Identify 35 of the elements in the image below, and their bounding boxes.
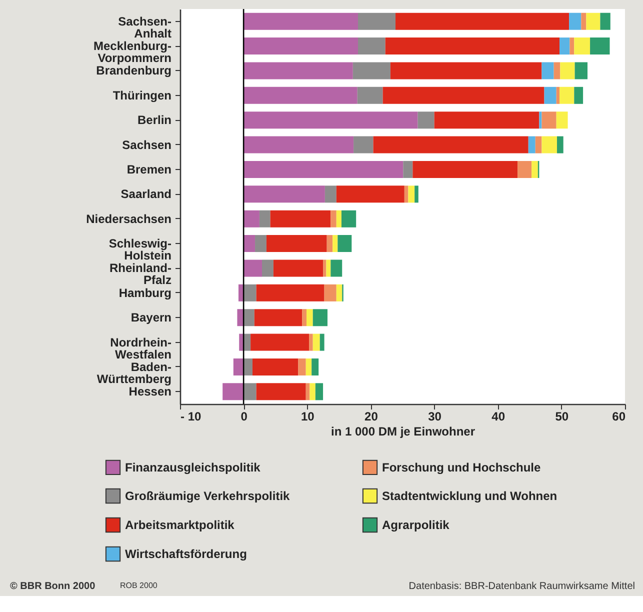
- y-tick-label: Mecklenburg-Vorpommern: [93, 39, 172, 66]
- y-tick-label: Sachsen: [122, 138, 172, 152]
- x-tick-label: 40: [492, 410, 506, 424]
- legend-label: Forschung und Hochschule: [382, 460, 541, 474]
- x-tick-label: 0: [240, 410, 248, 424]
- x-tick-label: 60: [612, 410, 626, 424]
- x-axis-title: in 1 000 DM je Einwohner: [330, 424, 476, 438]
- legend-label: Wirtschaftsförderung: [125, 547, 247, 561]
- x-tick-label: 10: [300, 410, 315, 424]
- x-tick-label: 30: [428, 410, 442, 424]
- y-tick-label: Schleswig-Holstein: [108, 236, 172, 263]
- y-tick-label: Sachsen-Anhalt: [118, 14, 172, 40]
- text: Datenbasis: BBR-Datenbank Raumwirksame Mittel: [408, 581, 635, 592]
- y-tick-label: Saarland: [120, 187, 172, 202]
- y-tick-label: Brandenburg: [96, 64, 172, 78]
- legend-label: Großräumige Verkehrspolitik: [125, 489, 290, 503]
- x-tick-label: 50: [555, 410, 569, 424]
- y-tick-label: Rheinland-Pfalz: [110, 261, 172, 288]
- legend-label: Stadtentwicklung und Wohnen: [382, 489, 558, 503]
- y-tick-label: Berlin: [137, 113, 172, 128]
- x-tick-label: 20: [364, 410, 378, 424]
- y-tick-label: Baden-Württemberg: [96, 360, 172, 386]
- y-tick-label: Hessen: [128, 384, 172, 399]
- text: ROB 2000: [120, 581, 158, 590]
- y-tick-label: Niedersachsen: [86, 212, 172, 226]
- y-tick-label: Hamburg: [118, 286, 172, 300]
- y-tick-label: Thüringen: [112, 88, 172, 102]
- legend-label: Arbeitsmarktpolitik: [125, 518, 235, 532]
- y-tick-label: Nordrhein-Westfalen: [110, 335, 172, 362]
- x-tick-label: - 10: [180, 410, 202, 424]
- y-tick-label: Bremen: [126, 162, 172, 176]
- text: © BBR Bonn 2000: [10, 581, 96, 592]
- legend-label: Agrarpolitik: [382, 518, 450, 532]
- y-tick-label: Bayern: [130, 310, 172, 325]
- legend-label: Finanzausgleichspolitik: [125, 460, 261, 474]
